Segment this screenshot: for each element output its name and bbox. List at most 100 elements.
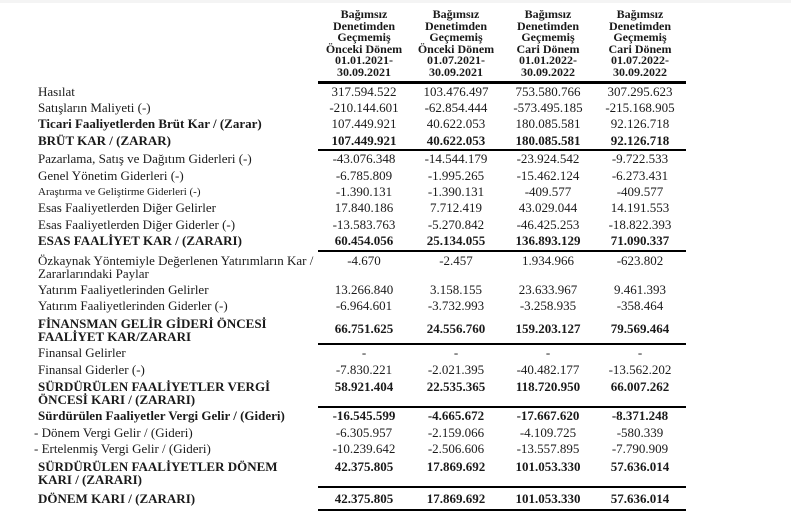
table-row: Esas Faaliyetlerden Diğer Giderler (-) -1… <box>0 217 686 233</box>
row-values: 60.454.056 25.134.055 136.893.129 71.090.33… <box>318 233 686 252</box>
row-value: 57.636.014 <box>610 458 670 474</box>
row-label: SÜRDÜRÜLEN FAALİYETLER VERGİ ÖNCESİ KARI… <box>38 379 271 408</box>
row-value: 753.580.766 <box>515 83 581 99</box>
row-label: Esas Faaliyetlerden Diğer Giderler (-) <box>38 216 236 232</box>
row-values: -6.964.601 -3.732.993 -3.258.935 -358.464 <box>318 298 686 314</box>
table-row: Finansal Gelirler - - - - <box>0 345 686 361</box>
row-value: -6.305.957 <box>335 424 393 440</box>
row-values: -7.830.221 -2.021.395 -40.482.177 -13.562.2… <box>318 362 686 378</box>
row-label: SÜRDÜRÜLEN FAALİYETLER DÖNEM KARI / (ZAR… <box>38 458 278 487</box>
row-value: -409.577 <box>616 184 664 199</box>
table-row: SÜRDÜRÜLEN FAALİYETLER VERGİ ÖNCESİ KARI… <box>0 378 686 409</box>
table-row: BRÜT KAR / (ZARAR) 107.449.921 40.622.053 1… <box>0 132 686 152</box>
row-value: 17.869.692 <box>426 491 486 507</box>
row-value: 9.461.393 <box>614 282 666 298</box>
row-value: 107.449.921 <box>331 116 397 132</box>
row-value: 101.053.330 <box>515 491 581 507</box>
column-header-current-period-quarter: Bağımsız Denetimden Geçmemiş Cari Dönem … <box>608 7 672 79</box>
row-value: 307.295.623 <box>607 83 673 99</box>
row-value: 57.636.014 <box>610 491 670 507</box>
row-values: -16.545.599 -4.665.672 -17.667.620 -8.371.2… <box>318 408 686 424</box>
row-value: 317.594.522 <box>331 83 397 99</box>
row-value: -15.462.124 <box>516 167 580 183</box>
row-value: -573.495.185 <box>513 99 583 115</box>
row-label: Finansal Gelirler <box>38 345 126 361</box>
row-label: Sürdürülen Faaliyetler Vergi Gelir / (Gi… <box>38 408 285 424</box>
row-label: Hasılat <box>38 83 75 99</box>
row-value: -2.457 <box>439 252 473 268</box>
row-value: -4.665.672 <box>427 408 485 424</box>
row-value: -5.270.842 <box>427 216 485 232</box>
row-value: -6.273.431 <box>611 167 669 183</box>
table-row: Pazarlama, Satış ve Dağıtım Giderleri (-… <box>0 151 686 167</box>
row-value: -210.144.601 <box>329 99 399 115</box>
table-row: Esas Faaliyetlerden Diğer Gelirler 17.840… <box>0 200 686 216</box>
row-value: 42.375.805 <box>334 491 394 507</box>
row-label: FİNANSMAN GELİR GİDERİ ÖNCESİ FAALİYET K… <box>38 315 267 345</box>
row-value: 23.633.967 <box>518 282 578 298</box>
row-value: -8.371.248 <box>611 408 669 424</box>
row-value: 66.751.625 <box>334 321 394 337</box>
row-value: 136.893.129 <box>515 233 581 249</box>
row-values: -10.239.642 -2.506.606 -13.557.895 -7.790.9… <box>318 441 686 457</box>
row-values: 17.840.186 7.712.419 43.029.044 14.191.553 <box>318 200 686 216</box>
row-value: 1.934.966 <box>522 252 574 268</box>
row-value: - <box>453 345 459 361</box>
row-value: 58.921.404 <box>334 379 394 395</box>
row-value: 40.622.053 <box>426 132 486 148</box>
row-value: -623.802 <box>616 252 664 268</box>
row-values: -13.583.763 -5.270.842 -46.425.253 -18.822.… <box>318 217 686 233</box>
row-values: -4.670 -2.457 1.934.966 -623.802 <box>318 252 686 282</box>
row-value: -2.506.606 <box>427 441 485 457</box>
row-label: DÖNEM KARI / (ZARARI) <box>38 491 196 507</box>
row-value: -16.545.599 <box>332 408 396 424</box>
page-top-edge <box>0 0 791 3</box>
row-value: 22.535.365 <box>426 379 486 395</box>
table-row: Satışların Maliyeti (-) -210.144.601 -62.8… <box>0 100 686 116</box>
table-row: Ticari Faaliyetlerden Brüt Kar / (Zarar)… <box>0 116 686 132</box>
row-value: 118.720.950 <box>515 379 581 395</box>
income-statement-table: Bağımsız Denetimden Geçmemiş Önceki Döne… <box>0 5 686 511</box>
row-values: -1.390.131 -1.390.131 -409.577 -409.577 <box>318 184 686 200</box>
row-value: -18.822.393 <box>608 216 672 232</box>
row-value: -215.168.905 <box>605 99 675 115</box>
row-value: 17.869.692 <box>426 458 486 474</box>
row-value: -1.390.131 <box>335 184 393 199</box>
table-body: Hasılat 317.594.522 103.476.497 753.580.766… <box>0 84 686 511</box>
row-values: 66.751.625 24.556.760 159.203.127 79.569.46… <box>318 315 686 346</box>
row-value: 180.085.581 <box>515 132 581 148</box>
column-header-previous-period-cumulative: Bağımsız Denetimden Geçmemiş Önceki Döne… <box>325 7 403 79</box>
row-value: -6.785.809 <box>335 167 393 183</box>
row-label: Genel Yönetim Giderleri (-) <box>38 167 184 183</box>
row-value: 14.191.553 <box>610 200 670 216</box>
row-value: -7.830.221 <box>335 361 393 377</box>
row-value: 107.449.921 <box>331 132 397 148</box>
row-value: - <box>545 345 551 361</box>
row-value: 3.158.155 <box>430 282 482 298</box>
row-values: 42.375.805 17.869.692 101.053.330 57.636.01… <box>318 488 686 511</box>
row-value: -7.790.909 <box>611 441 669 457</box>
row-label: - Dönem Vergi Gelir / (Gideri) <box>34 424 193 440</box>
table-row: Finansal Giderler (-) -7.830.221 -2.021.39… <box>0 362 686 378</box>
row-value: -40.482.177 <box>516 361 580 377</box>
row-value: -13.557.895 <box>516 441 580 457</box>
row-label: Satışların Maliyeti (-) <box>38 99 151 115</box>
row-label: Esas Faaliyetlerden Diğer Gelirler <box>38 200 216 216</box>
row-value: 43.029.044 <box>518 200 578 216</box>
row-value: 159.203.127 <box>515 321 581 337</box>
row-value: -580.339 <box>616 424 664 440</box>
row-value: -358.464 <box>616 298 664 314</box>
row-value: -3.258.935 <box>519 298 577 314</box>
row-value: 92.126.718 <box>610 132 670 148</box>
row-value: 66.007.262 <box>610 379 670 395</box>
row-value: 92.126.718 <box>610 116 670 132</box>
row-values: 13.266.840 3.158.155 23.633.967 9.461.393 <box>318 282 686 298</box>
row-values: -6.305.957 -2.159.066 -4.109.725 -580.339 <box>318 425 686 441</box>
row-value: -9.722.533 <box>611 151 669 167</box>
row-value: 101.053.330 <box>515 458 581 474</box>
table-row: Yatırım Faaliyetlerinden Giderler (-) -6.… <box>0 298 686 314</box>
row-value: -10.239.642 <box>332 441 396 457</box>
row-values: -6.785.809 -1.995.265 -15.462.124 -6.273.43… <box>318 168 686 184</box>
row-value: - <box>361 345 367 361</box>
table-row: DÖNEM KARI / (ZARARI) 42.375.805 17.869.69… <box>0 488 686 511</box>
